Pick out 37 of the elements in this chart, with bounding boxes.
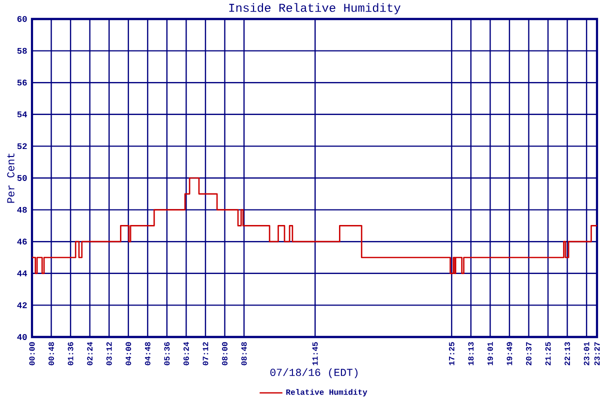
x-tick-label: 22:13: [564, 342, 570, 366]
x-tick-label: 06:24: [183, 342, 189, 366]
x-tick-label: 19:01: [487, 342, 493, 366]
y-tick-label: 52: [17, 143, 27, 150]
x-tick-label: 23:01: [584, 342, 590, 366]
x-tick-label: 03:12: [106, 342, 112, 366]
x-tick-label: 08:00: [222, 342, 228, 366]
x-tick-label: 18:13: [468, 342, 474, 366]
x-tick-label: 19:49: [506, 342, 512, 366]
x-tick-label: 20:37: [526, 342, 532, 366]
chart-title: Inside Relative Humidity: [229, 3, 400, 14]
y-tick-label: 48: [17, 206, 27, 213]
x-axis-title: 07/18/16 (EDT): [270, 368, 358, 378]
y-tick-label: 58: [17, 48, 27, 54]
y-axis-title: Per Cent: [7, 154, 14, 203]
y-tick-label: 54: [17, 112, 28, 118]
y-tick-label: 44: [17, 270, 28, 276]
x-tick-label: 00:48: [48, 342, 54, 366]
y-tick-label: 56: [17, 80, 27, 86]
x-tick-label: 08:48: [241, 342, 247, 366]
x-tick-label: 04:48: [144, 342, 150, 366]
legend-label: Relative Humidity: [286, 388, 368, 396]
y-tick-label: 60: [17, 16, 27, 22]
x-tick-label: 04:00: [126, 342, 132, 366]
x-tick-label: 17:25: [448, 342, 454, 366]
y-tick-label: 50: [17, 175, 27, 181]
x-tick-label: 21:25: [545, 342, 551, 366]
x-tick-label: 01:36: [68, 342, 74, 366]
y-tick-label: 40: [17, 334, 27, 340]
y-tick-label: 42: [17, 302, 27, 308]
x-tick-label: 07:12: [202, 342, 208, 366]
x-tick-label: 00:00: [29, 342, 35, 366]
x-tick-label: 05:36: [164, 342, 170, 366]
x-tick-label: 23:27: [594, 342, 600, 366]
x-tick-label: 11:45: [312, 342, 318, 366]
x-tick-label: 02:24: [87, 342, 93, 366]
y-tick-label: 46: [17, 238, 27, 245]
